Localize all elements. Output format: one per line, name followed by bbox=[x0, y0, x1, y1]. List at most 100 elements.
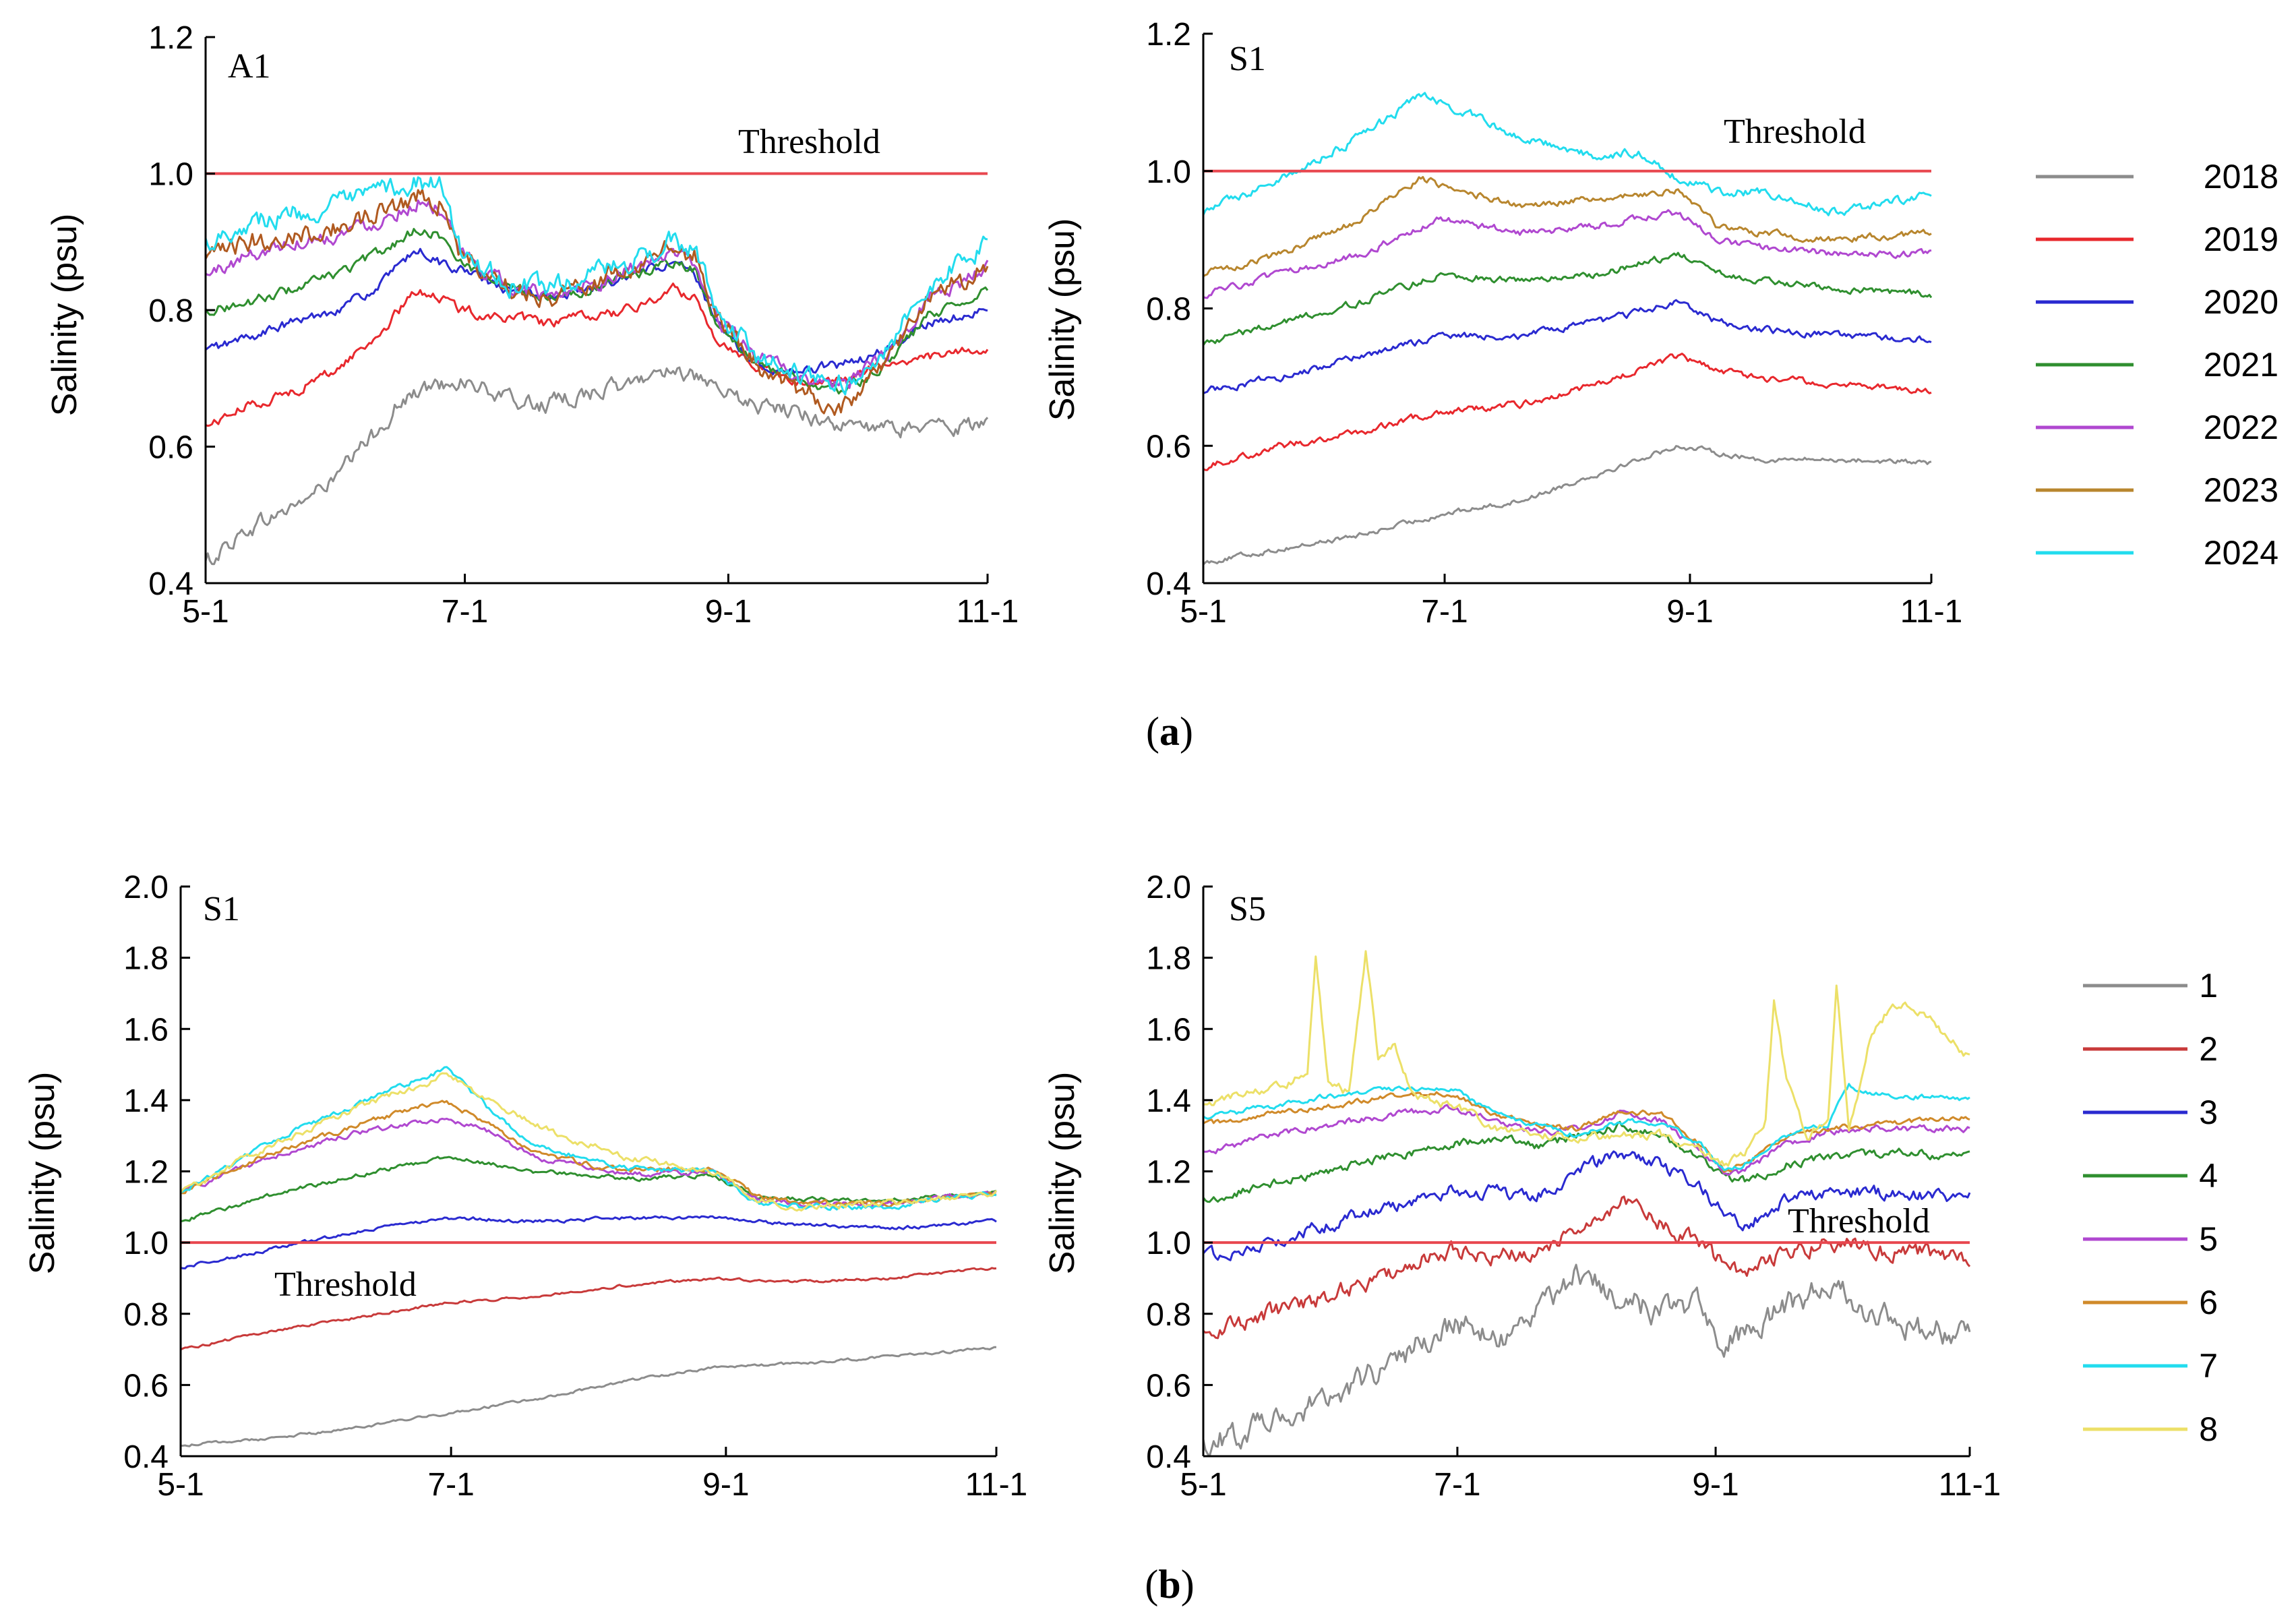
series-line-2021 bbox=[1202, 251, 1933, 346]
x-tick-label: 9-1 bbox=[1666, 594, 1713, 630]
y-tick-label: 0.8 bbox=[148, 293, 193, 329]
legend-label: 3 bbox=[2199, 1093, 2218, 1131]
series-line-5 bbox=[179, 1117, 997, 1208]
y-tick-label: 0.8 bbox=[1146, 292, 1191, 328]
y-tick-label: 1.6 bbox=[123, 1012, 169, 1048]
y-tick-label: 0.6 bbox=[148, 430, 193, 466]
series-layer bbox=[1202, 92, 1933, 566]
x-tick-label: 9-1 bbox=[1692, 1467, 1739, 1503]
threshold-label: Threshold bbox=[1788, 1202, 1930, 1240]
y-tick-label: 0.4 bbox=[148, 566, 193, 602]
threshold-label: Threshold bbox=[274, 1265, 417, 1304]
y-tick-label: 0.6 bbox=[123, 1368, 169, 1404]
x-tick-label: 7-1 bbox=[442, 594, 488, 630]
legend-label: 6 bbox=[2199, 1284, 2218, 1321]
series-line-2020 bbox=[205, 247, 988, 376]
chart-panel-s1-top: 0.4 0.6 0.8 1.0 1.2 5-1 7-1 9-1 11-1 S1 Threshol… bbox=[1043, 17, 1962, 630]
y-tick-label: 0.8 bbox=[1146, 1297, 1191, 1333]
y-tick-label: 1.4 bbox=[1146, 1083, 1191, 1119]
y-axis-title: Salinity (psu) bbox=[23, 1072, 62, 1275]
series-line-2019 bbox=[1203, 353, 1932, 471]
series-line-2023 bbox=[204, 189, 989, 416]
x-tick-label: 7-1 bbox=[1434, 1467, 1480, 1503]
legend-label: 4 bbox=[2199, 1157, 2218, 1195]
y-tick-label: 2.0 bbox=[123, 870, 169, 905]
legend-label: 2019 bbox=[2204, 220, 2278, 258]
legend-label: 7 bbox=[2199, 1347, 2218, 1385]
y-tick-label: 0.6 bbox=[1146, 429, 1191, 465]
legend-years: 2018 2019 2020 2021 2022 2023 2024 bbox=[2036, 158, 2278, 572]
y-tick-label: 1.2 bbox=[1146, 17, 1191, 53]
y-axis-title: Salinity (psu) bbox=[1043, 1072, 1082, 1275]
panel-label: S5 bbox=[1229, 890, 1266, 928]
legend-label: 2018 bbox=[2204, 158, 2278, 196]
y-tick-label: 1.8 bbox=[123, 941, 169, 977]
x-tick-label: 11-1 bbox=[1939, 1467, 2001, 1503]
x-tick-label: 5-1 bbox=[182, 594, 229, 630]
y-tick-label: 1.2 bbox=[123, 1155, 169, 1191]
series-line-3 bbox=[1202, 1150, 1971, 1261]
series-line-1 bbox=[180, 1346, 996, 1447]
series-line-5 bbox=[1203, 1104, 1970, 1176]
chart-panel-a1: 0.4 0.6 0.8 1.0 1.2 5-1 7-1 9-1 11-1 A1 Threshol… bbox=[45, 20, 1019, 630]
x-tick-label: 5-1 bbox=[1180, 594, 1226, 630]
threshold-label: Threshold bbox=[738, 123, 880, 161]
x-tick-label: 5-1 bbox=[157, 1467, 204, 1503]
legend-label: 2022 bbox=[2204, 409, 2278, 446]
series-line-6 bbox=[180, 1100, 997, 1208]
axes: 0.4 0.6 0.8 1.0 1.2 1.4 1.6 1.8 2.0 5-1 7-1 9-1 11-1 bbox=[1146, 870, 2001, 1503]
series-line-2023 bbox=[1203, 176, 1932, 278]
legend-label: 1 bbox=[2199, 967, 2218, 1005]
series-line-6 bbox=[1203, 1091, 1970, 1173]
x-tick-label: 7-1 bbox=[1421, 594, 1468, 630]
y-tick-label: 1.2 bbox=[148, 20, 193, 56]
series-line-1 bbox=[1202, 1263, 1971, 1458]
series-line-2018 bbox=[1202, 445, 1932, 566]
y-tick-label: 0.6 bbox=[1146, 1368, 1191, 1404]
chart-panel-s1-bottom: 0.4 0.6 0.8 1.0 1.2 1.4 1.6 1.8 2.0 5-1 7-1 9-1 11-1… bbox=[23, 870, 1027, 1503]
y-tick-label: 1.0 bbox=[148, 157, 193, 193]
panel-label: S1 bbox=[1229, 40, 1266, 78]
series-line-4 bbox=[180, 1156, 997, 1223]
panel-label: S1 bbox=[203, 890, 240, 928]
y-tick-label: 1.2 bbox=[1146, 1155, 1191, 1191]
legend-scenarios: 1 2 3 4 5 6 7 8 bbox=[2083, 967, 2218, 1448]
series-line-7 bbox=[1203, 1083, 1970, 1171]
threshold-label: Threshold bbox=[1724, 113, 1866, 151]
x-tick-label: 5-1 bbox=[1180, 1467, 1226, 1503]
y-tick-label: 0.4 bbox=[123, 1439, 169, 1475]
legend-label: 8 bbox=[2199, 1410, 2218, 1448]
panel-label: A1 bbox=[228, 47, 271, 86]
series-line-2024 bbox=[1202, 92, 1932, 216]
y-tick-label: 0.4 bbox=[1146, 566, 1191, 602]
x-tick-label: 7-1 bbox=[427, 1467, 474, 1503]
y-tick-label: 2.0 bbox=[1146, 870, 1191, 905]
x-tick-label: 11-1 bbox=[1900, 594, 1963, 630]
legend-label: 5 bbox=[2199, 1220, 2218, 1258]
x-tick-label: 9-1 bbox=[702, 1467, 749, 1503]
legend-label: 2 bbox=[2199, 1030, 2218, 1068]
legend-label: 2020 bbox=[2204, 283, 2278, 321]
legend-label: 2021 bbox=[2204, 346, 2278, 384]
series-line-3 bbox=[180, 1215, 997, 1269]
series-line-2018 bbox=[204, 366, 989, 566]
series-line-2022 bbox=[1203, 209, 1932, 299]
x-tick-label: 11-1 bbox=[965, 1467, 1028, 1503]
y-tick-label: 1.0 bbox=[123, 1226, 169, 1261]
y-axis-title: Salinity (psu) bbox=[1043, 218, 1082, 421]
y-tick-label: 1.6 bbox=[1146, 1012, 1191, 1048]
y-tick-label: 1.4 bbox=[123, 1083, 169, 1119]
subfigure-label-a: (a) bbox=[1146, 709, 1193, 754]
y-tick-label: 0.8 bbox=[123, 1297, 169, 1333]
x-tick-label: 9-1 bbox=[705, 594, 752, 630]
legend-label: 2023 bbox=[2204, 471, 2278, 509]
series-line-2022 bbox=[205, 199, 989, 389]
series-layer bbox=[179, 1066, 998, 1447]
series-line-2024 bbox=[204, 176, 988, 396]
legend-label: 2024 bbox=[2204, 534, 2278, 572]
chart-panel-s5: 0.4 0.6 0.8 1.0 1.2 1.4 1.6 1.8 2.0 5-1 7-1 9-1 11-1… bbox=[1043, 870, 2001, 1503]
x-tick-label: 11-1 bbox=[957, 594, 1019, 630]
series-line-2 bbox=[180, 1267, 997, 1351]
y-tick-label: 1.0 bbox=[1146, 154, 1191, 190]
